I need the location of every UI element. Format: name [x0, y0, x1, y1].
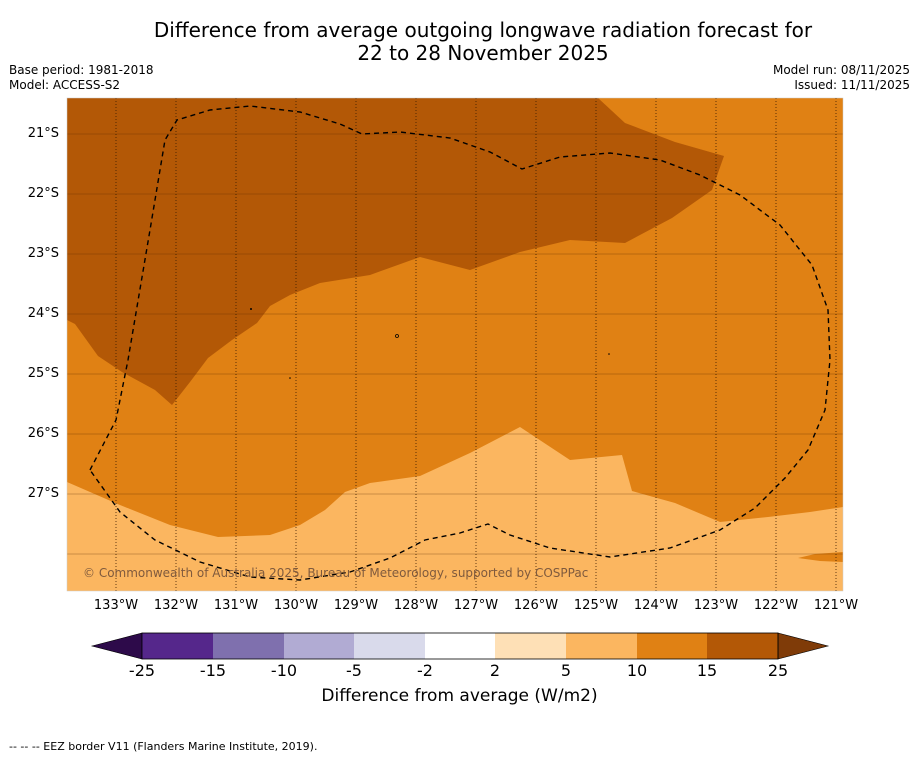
lat-label: 27°S	[27, 486, 59, 501]
lat-label: 24°S	[27, 306, 59, 321]
lon-label: 121°W	[813, 598, 859, 613]
lon-label: 128°W	[393, 598, 439, 613]
lon-label: 130°W	[273, 598, 319, 613]
colorbar-tick: -25	[128, 661, 156, 680]
colorbar-frame	[141, 632, 779, 660]
colorbar-bin	[354, 633, 425, 659]
lat-label: 25°S	[27, 366, 59, 381]
colorbar-bin	[142, 633, 213, 659]
issued-date: Issued: 11/11/2025	[794, 78, 910, 92]
colorbar-tick: -5	[346, 661, 362, 680]
colorbar-arrow-high	[777, 632, 830, 660]
base-info: Base period: 1981-2018 Model: ACCESS-S2	[9, 63, 154, 93]
colorbar-tick: 2	[489, 661, 501, 680]
lat-label: 23°S	[27, 246, 59, 261]
colorbar-tick: -15	[199, 661, 227, 680]
lon-label: 127°W	[453, 598, 499, 613]
region-10-to-15-patch	[798, 552, 843, 562]
model-run: Model run: 08/11/2025	[772, 63, 910, 77]
small-islands	[250, 308, 610, 379]
colorbar-bin	[425, 633, 495, 659]
map-frame	[66, 97, 844, 592]
lon-label: 129°W	[333, 598, 379, 613]
base-period: Base period: 1981-2018	[9, 63, 154, 77]
lon-label: 126°W	[513, 598, 559, 613]
colorbar-bin	[707, 633, 778, 659]
lon-label: 133°W	[93, 598, 139, 613]
title-line-2: 22 to 28 November 2025	[357, 41, 609, 65]
island-marker	[395, 334, 399, 338]
run-info: Model run: 08/11/2025 Issued: 11/11/2025	[773, 63, 910, 93]
colorbar	[90, 632, 830, 660]
model-name: Model: ACCESS-S2	[9, 78, 121, 92]
colorbar-arrow-low	[90, 632, 143, 660]
island-marker	[250, 308, 252, 310]
lat-label: 21°S	[27, 126, 59, 141]
island-marker	[289, 377, 291, 379]
island-marker	[608, 353, 610, 355]
colorbar-bin	[213, 633, 284, 659]
map-panel: © Commonwealth of Australia 2025, Bureau…	[67, 98, 843, 591]
footer-note: -- -- -- EEZ border V11 (Flanders Marine…	[9, 740, 318, 753]
colorbar-tick: 15	[696, 661, 718, 680]
lon-label: 122°W	[753, 598, 799, 613]
region-15-to-25	[67, 98, 724, 405]
title-line-1: Difference from average outgoing longwav…	[153, 18, 813, 42]
colorbar-bin	[566, 633, 637, 659]
lat-label: 26°S	[27, 426, 59, 441]
colorbar-bin	[495, 633, 566, 659]
lon-label: 123°W	[693, 598, 739, 613]
colorbar-bin	[637, 633, 707, 659]
gridlines	[67, 98, 843, 591]
lon-label: 124°W	[633, 598, 679, 613]
colorbar-tick: 25	[767, 661, 789, 680]
colorbar-tick: 10	[626, 661, 648, 680]
colorbar-bin	[284, 633, 354, 659]
lat-label: 22°S	[27, 186, 59, 201]
lon-label: 131°W	[213, 598, 259, 613]
copyright-notice: © Commonwealth of Australia 2025, Bureau…	[83, 566, 588, 580]
colorbar-tick: -2	[417, 661, 433, 680]
colorbar-title: Difference from average (W/m2)	[321, 686, 598, 706]
colorbar-tick: -10	[270, 661, 298, 680]
lon-label: 125°W	[573, 598, 619, 613]
colorbar-tick: 5	[560, 661, 572, 680]
chart-title: Difference from average outgoing longwav…	[0, 19, 919, 65]
lon-label: 132°W	[153, 598, 199, 613]
eez-border	[89, 105, 831, 581]
